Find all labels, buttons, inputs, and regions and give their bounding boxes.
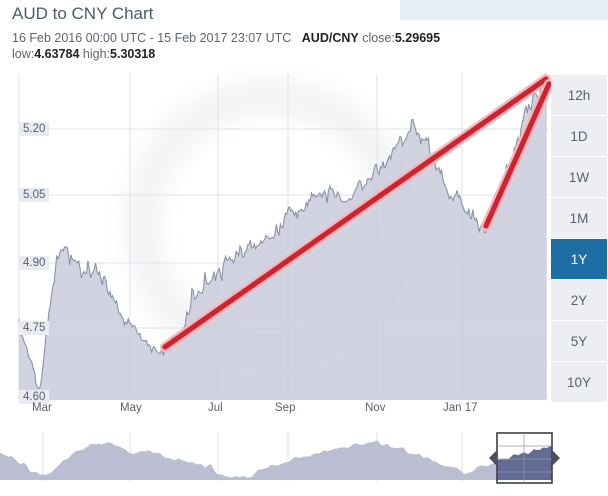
svg-text:5.20: 5.20	[23, 123, 45, 135]
svg-text:Mar: Mar	[32, 402, 52, 414]
svg-text:Sep: Sep	[275, 402, 295, 414]
svg-text:4.90: 4.90	[23, 257, 45, 269]
svg-text:5.05: 5.05	[23, 189, 45, 201]
svg-text:4.75: 4.75	[23, 322, 45, 334]
svg-text:Jul: Jul	[208, 402, 223, 414]
svg-text:Nov: Nov	[365, 402, 386, 414]
svg-text:May: May	[120, 402, 142, 414]
svg-text:Jan 17: Jan 17	[443, 402, 478, 414]
